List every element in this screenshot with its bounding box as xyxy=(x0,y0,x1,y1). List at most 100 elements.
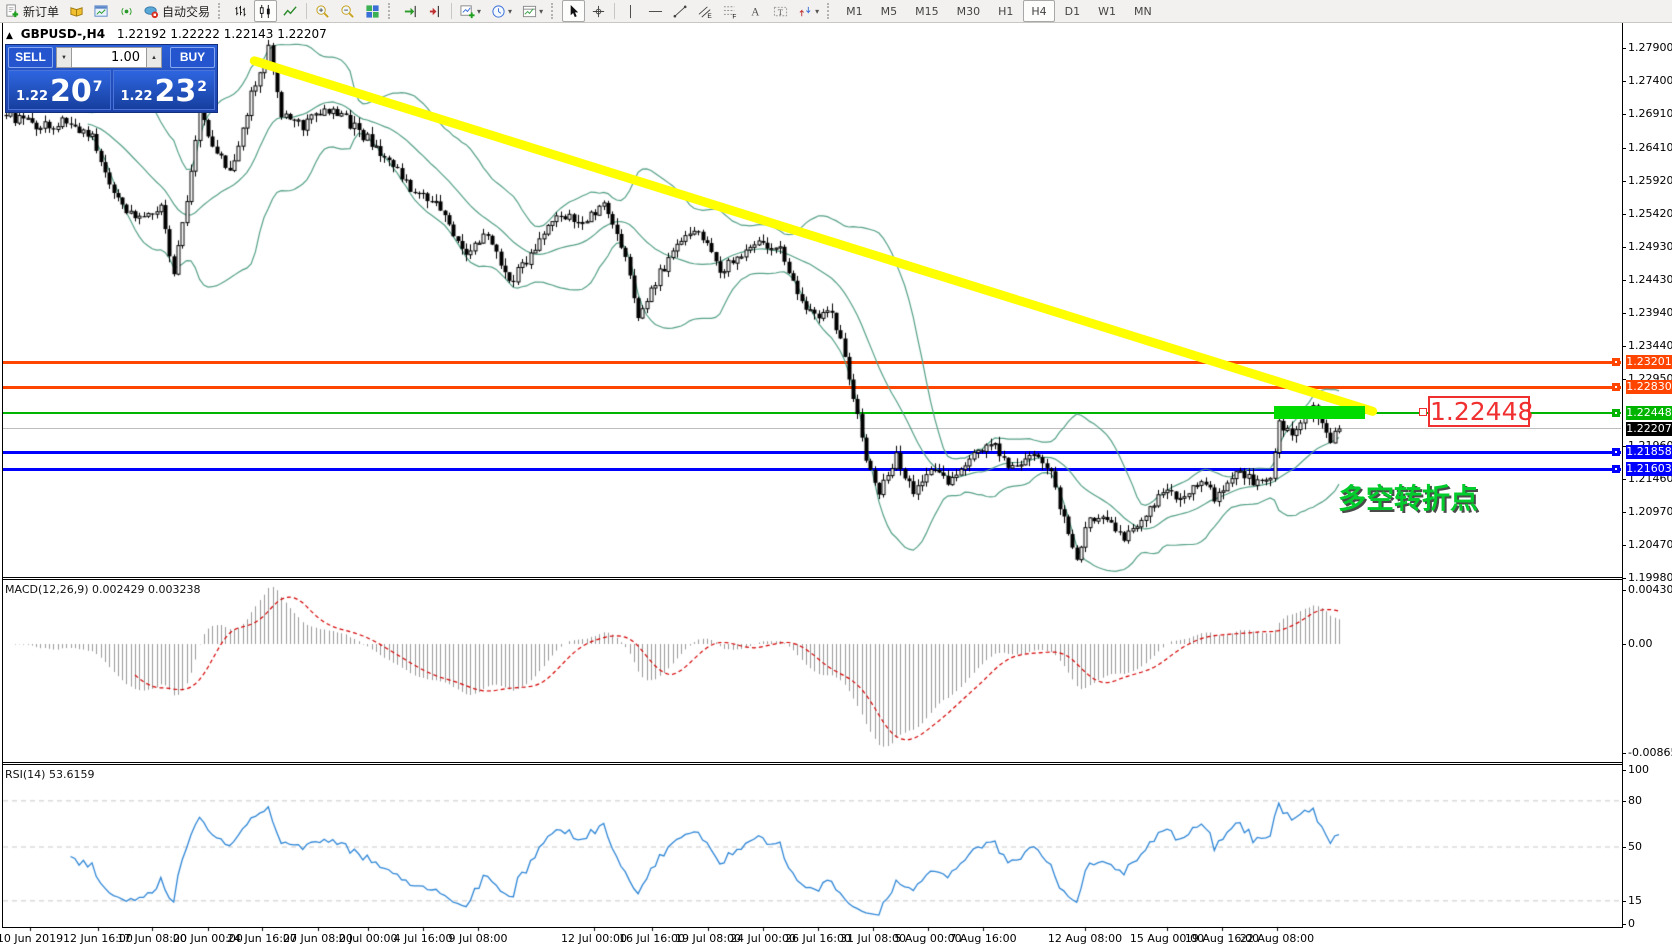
sell-price-prefix: 1.22 xyxy=(15,89,49,104)
text-label-icon: T xyxy=(773,4,788,19)
timeframe-d1[interactable]: D1 xyxy=(1057,0,1088,22)
cursor-icon xyxy=(566,4,581,19)
svg-text:E: E xyxy=(707,13,712,19)
signals-button[interactable] xyxy=(115,0,138,22)
timeframe-h1-label: H1 xyxy=(998,4,1014,18)
new-order-button[interactable]: 新订单 xyxy=(1,0,63,22)
pivot-annotation-text[interactable]: 多空转折点 xyxy=(1338,482,1479,515)
experts-button[interactable] xyxy=(65,0,88,22)
chart-window-icon xyxy=(94,4,109,19)
cursor-button[interactable] xyxy=(562,0,586,22)
bar-chart-button[interactable] xyxy=(229,0,252,22)
toolbar-separator xyxy=(614,3,616,19)
zoom-in-button[interactable] xyxy=(311,0,334,22)
autotrading-button[interactable]: 自动交易 xyxy=(140,0,214,22)
fibonacci-button[interactable]: F xyxy=(719,0,742,22)
timeframe-w1[interactable]: W1 xyxy=(1090,0,1124,22)
candle-chart-icon xyxy=(258,4,273,19)
timeframe-m15-label: M15 xyxy=(915,4,939,18)
zoom-out-icon xyxy=(340,4,355,19)
auto-scroll-button[interactable] xyxy=(399,0,422,22)
pivot-highlight-marker[interactable] xyxy=(1274,406,1365,419)
templates-button[interactable]: ▾ xyxy=(518,0,547,22)
equidistant-channel-button[interactable]: E xyxy=(694,0,717,22)
sell-price-box[interactable]: 1.22 20 7 xyxy=(8,70,111,110)
toolbar-group xyxy=(561,0,611,22)
zoom-in-icon xyxy=(315,4,330,19)
ohlc-toggle-icon[interactable]: ▲ xyxy=(6,31,13,41)
chart-shift-button[interactable] xyxy=(424,0,447,22)
timeframe-mn-label: MN xyxy=(1134,4,1152,18)
price-callout-box[interactable]: 1.22448 xyxy=(1428,396,1534,427)
dropdown-caret-icon: ▾ xyxy=(477,6,482,16)
buy-price-pip: 2 xyxy=(197,79,208,95)
new-chart-icon xyxy=(460,4,475,19)
timeframe-m30-label: M30 xyxy=(956,4,981,18)
symbol-ohlc-values: 1.22192 1.22222 1.22143 1.22207 xyxy=(116,27,327,41)
timeframe-d1-label: D1 xyxy=(1064,4,1081,18)
volume-decrease-button[interactable]: ▼ xyxy=(56,47,72,68)
channel-icon: E xyxy=(698,4,713,19)
sell-price-big: 20 xyxy=(50,74,92,109)
profiles-button[interactable] xyxy=(90,0,113,22)
svg-text:A: A xyxy=(751,6,760,18)
buy-price-big: 23 xyxy=(154,74,197,109)
callout-anchor-square xyxy=(1419,408,1427,416)
timeframe-m30[interactable]: M30 xyxy=(949,0,989,22)
candlestick-chart-button[interactable] xyxy=(254,0,278,22)
toolbar-drag-handle xyxy=(218,3,225,19)
sell-price-pip: 7 xyxy=(92,79,103,95)
volume-stepper: ▼ ▲ xyxy=(56,47,167,68)
new-chart-button[interactable]: ▾ xyxy=(456,0,485,22)
autotrade-icon xyxy=(144,4,159,19)
sell-button[interactable]: SELL xyxy=(8,47,53,68)
timeframe-m5-label: M5 xyxy=(880,4,898,18)
toolbar-drag-handle xyxy=(388,3,395,19)
zoom-out-button[interactable] xyxy=(336,0,359,22)
volume-increase-button[interactable]: ▲ xyxy=(146,47,162,68)
text-button[interactable]: A xyxy=(744,0,767,22)
timeframe-m1[interactable]: M1 xyxy=(838,0,871,22)
toolbar-group: M1 M5 M15 M30 H1 H4 D1 W1 MN xyxy=(837,0,1161,22)
svg-text:F: F xyxy=(732,13,736,18)
crosshair-button[interactable] xyxy=(587,0,610,22)
tile-windows-button[interactable] xyxy=(361,0,384,22)
volume-input[interactable] xyxy=(72,47,146,68)
periods-button[interactable]: ▾ xyxy=(487,0,516,22)
hline-icon xyxy=(648,4,663,19)
buy-price-box[interactable]: 1.22 23 2 xyxy=(112,70,215,110)
clock-icon xyxy=(491,4,506,19)
timeframe-mn[interactable]: MN xyxy=(1126,0,1160,22)
dropdown-caret-icon: ▾ xyxy=(815,6,820,16)
svg-text:T: T xyxy=(778,6,783,16)
toolbar-group: ▾ ▾ ▾ xyxy=(455,0,548,22)
auto-scroll-icon xyxy=(403,4,418,19)
signal-icon xyxy=(119,4,134,19)
arrows-button[interactable]: ▾ xyxy=(794,0,823,22)
symbol-info-bar: ▲ GBPUSD-,H4 1.22192 1.22222 1.22143 1.2… xyxy=(6,27,327,41)
text-label-button[interactable]: T xyxy=(769,0,792,22)
vertical-line-button[interactable] xyxy=(619,0,642,22)
new-order-button-label: 新订单 xyxy=(23,4,60,19)
fibo-icon: F xyxy=(723,4,738,19)
horizontal-line-button[interactable] xyxy=(644,0,667,22)
toolbar-separator xyxy=(451,3,453,19)
new-order-icon xyxy=(5,3,20,19)
buy-button[interactable]: BUY xyxy=(170,47,215,68)
vline-icon xyxy=(623,4,638,19)
trendline-button[interactable] xyxy=(669,0,692,22)
timeframe-h1[interactable]: H1 xyxy=(990,0,1021,22)
arrows-icon xyxy=(798,4,813,19)
templates-icon xyxy=(522,4,537,19)
symbol-title: GBPUSD-,H4 xyxy=(20,27,106,41)
timeframe-h4[interactable]: H4 xyxy=(1023,0,1055,22)
macd-indicator-label: MACD(12,26,9) 0.002429 0.003238 xyxy=(5,583,201,596)
line-chart-button[interactable] xyxy=(279,0,302,22)
trendline-icon xyxy=(673,4,688,19)
toolbar-group: E F A T ▾ xyxy=(618,0,824,22)
timeframe-m15[interactable]: M15 xyxy=(907,0,947,22)
book-icon xyxy=(69,4,84,19)
timeframe-m5[interactable]: M5 xyxy=(873,0,906,22)
